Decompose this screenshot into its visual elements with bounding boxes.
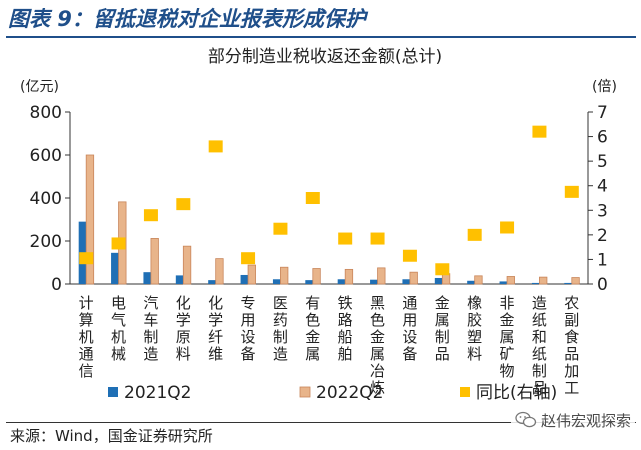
- x-tick-label: 金属制品: [435, 294, 450, 363]
- chart: 部分制造业税收返还金额(总计) (亿元) (倍) 0 200 400 600 800 0 1…: [20, 47, 617, 403]
- bar-2021q2: [111, 252, 119, 284]
- ratio-point: [79, 252, 94, 265]
- bar-2021q2: [467, 280, 475, 284]
- title-divider: [6, 36, 636, 38]
- ratio-point: [241, 252, 256, 265]
- bar-2022q2: [150, 238, 159, 285]
- bar-2022q2: [571, 277, 580, 285]
- ratio-point: [370, 232, 385, 245]
- bar-2021q2: [499, 281, 508, 284]
- x-tick-label: 造纸和纸制品: [532, 294, 547, 397]
- x-tick-label: 化学原料: [176, 294, 191, 363]
- y-tick-label-left: 400: [30, 189, 62, 209]
- bar-2022q2: [85, 154, 95, 285]
- watermark-text: 赵伟宏观探索: [540, 411, 631, 430]
- y-tick-label-left: 200: [30, 232, 62, 252]
- ratio-point: [338, 232, 353, 245]
- legend-2022q2-swatch: [299, 386, 311, 398]
- y-tick-label-left: 0: [51, 275, 62, 295]
- ratio-point: [111, 237, 126, 250]
- chart-title: 部分制造业税收返还金额(总计): [208, 47, 442, 67]
- x-tick-label: 农副食品加工: [564, 294, 579, 397]
- bar-2022q2: [280, 266, 289, 285]
- watermark: 赵伟宏观探索: [510, 409, 635, 431]
- x-tick-label: 化学纤维: [208, 294, 223, 363]
- legend-ratio-swatch: [460, 387, 470, 397]
- y-axis-left-label: (亿元): [20, 79, 59, 95]
- bar-2022q2: [506, 276, 515, 285]
- ratio-point: [176, 198, 191, 211]
- y-tick-label-right: 3: [597, 201, 608, 221]
- ratio-point: [305, 192, 320, 204]
- bar-2022q2: [215, 258, 224, 285]
- bar-2021q2: [434, 277, 443, 284]
- ratio-point: [208, 140, 223, 153]
- y-tick-label-right: 4: [597, 177, 608, 197]
- legend-2021q2-swatch: [108, 387, 118, 397]
- x-tick-label: 医药制造: [273, 294, 288, 363]
- x-tick-label: 非金属矿物: [500, 294, 515, 380]
- ratio-point: [564, 185, 579, 198]
- x-tick-label: 专用设备: [241, 294, 256, 363]
- legend-2021q2-label: 2021Q2: [124, 383, 191, 403]
- x-tick-label: 电气机械: [111, 294, 126, 363]
- x-tick-label: 通用设备: [402, 294, 417, 363]
- x-tick-label: 有色金属: [305, 294, 320, 363]
- wechat-icon: [515, 411, 537, 428]
- ratio-point: [143, 209, 158, 222]
- ratio-point: [435, 263, 450, 276]
- bar-2021q2: [272, 279, 281, 284]
- figure-title: 图表 9：留抵退税对企业报表形成保护: [8, 7, 366, 31]
- y-tick-label-left: 600: [30, 146, 62, 166]
- bar-2021q2: [402, 279, 410, 284]
- x-tick-label: 黑色金属冶炼: [370, 294, 385, 397]
- source-divider: [6, 422, 636, 423]
- bar-2021q2: [564, 282, 572, 284]
- bar-2021q2: [240, 274, 249, 284]
- legend-2022q2-label: 2022Q2: [316, 383, 383, 403]
- bar-2021q2: [370, 279, 378, 284]
- x-tick-label: 汽车制造: [143, 294, 158, 363]
- bar-2022q2: [409, 271, 418, 285]
- ratio-point: [532, 125, 547, 138]
- ratio-point: [273, 222, 288, 235]
- bar-2022q2: [474, 275, 483, 285]
- bar-2021q2: [143, 272, 151, 284]
- bar-2021q2: [175, 275, 184, 284]
- y-tick-label-right: 7: [597, 103, 608, 123]
- bar-2022q2: [377, 267, 386, 285]
- x-tick-labels: 计算机通信 电气机械 汽车制造 化学原料 化学纤维 专用设备 医药制造 有色金属 铁路船舶 黑色金…: [79, 294, 580, 397]
- legend-ratio-label: 同比(右轴): [476, 383, 557, 403]
- bar-2021q2: [305, 280, 313, 284]
- bar-2021q2: [337, 279, 346, 284]
- bar-2022q2: [247, 264, 256, 285]
- y-tick-label-right: 0: [597, 275, 608, 295]
- y-tick-label-right: 2: [597, 226, 608, 246]
- x-tick-label: 橡胶塑料: [467, 294, 482, 363]
- bar-2022q2: [539, 276, 548, 285]
- bar-2022q2: [344, 268, 354, 285]
- bar-2022q2: [182, 245, 192, 285]
- bar-2021q2: [531, 282, 540, 284]
- y-tick-label-right: 6: [597, 128, 608, 148]
- x-tick-label: 计算机通信: [79, 294, 94, 380]
- ratio-point: [467, 228, 482, 241]
- ratio-point: [402, 249, 417, 262]
- ratio-point: [500, 221, 515, 234]
- bar-2021q2: [208, 280, 216, 284]
- legend: 2021Q2 2022Q2 同比(右轴): [108, 383, 557, 403]
- y-axis-right-label: (倍): [592, 79, 617, 95]
- bar-2022q2: [312, 268, 321, 285]
- y-tick-label-right: 1: [597, 250, 608, 270]
- ratio-points-group: [79, 125, 579, 276]
- y-tick-label-right: 5: [597, 152, 608, 172]
- x-tick-label: 铁路船舶: [338, 294, 353, 363]
- y-tick-label-left: 800: [30, 103, 62, 123]
- source-note: 来源：Wind，国金证券研究所: [10, 427, 213, 445]
